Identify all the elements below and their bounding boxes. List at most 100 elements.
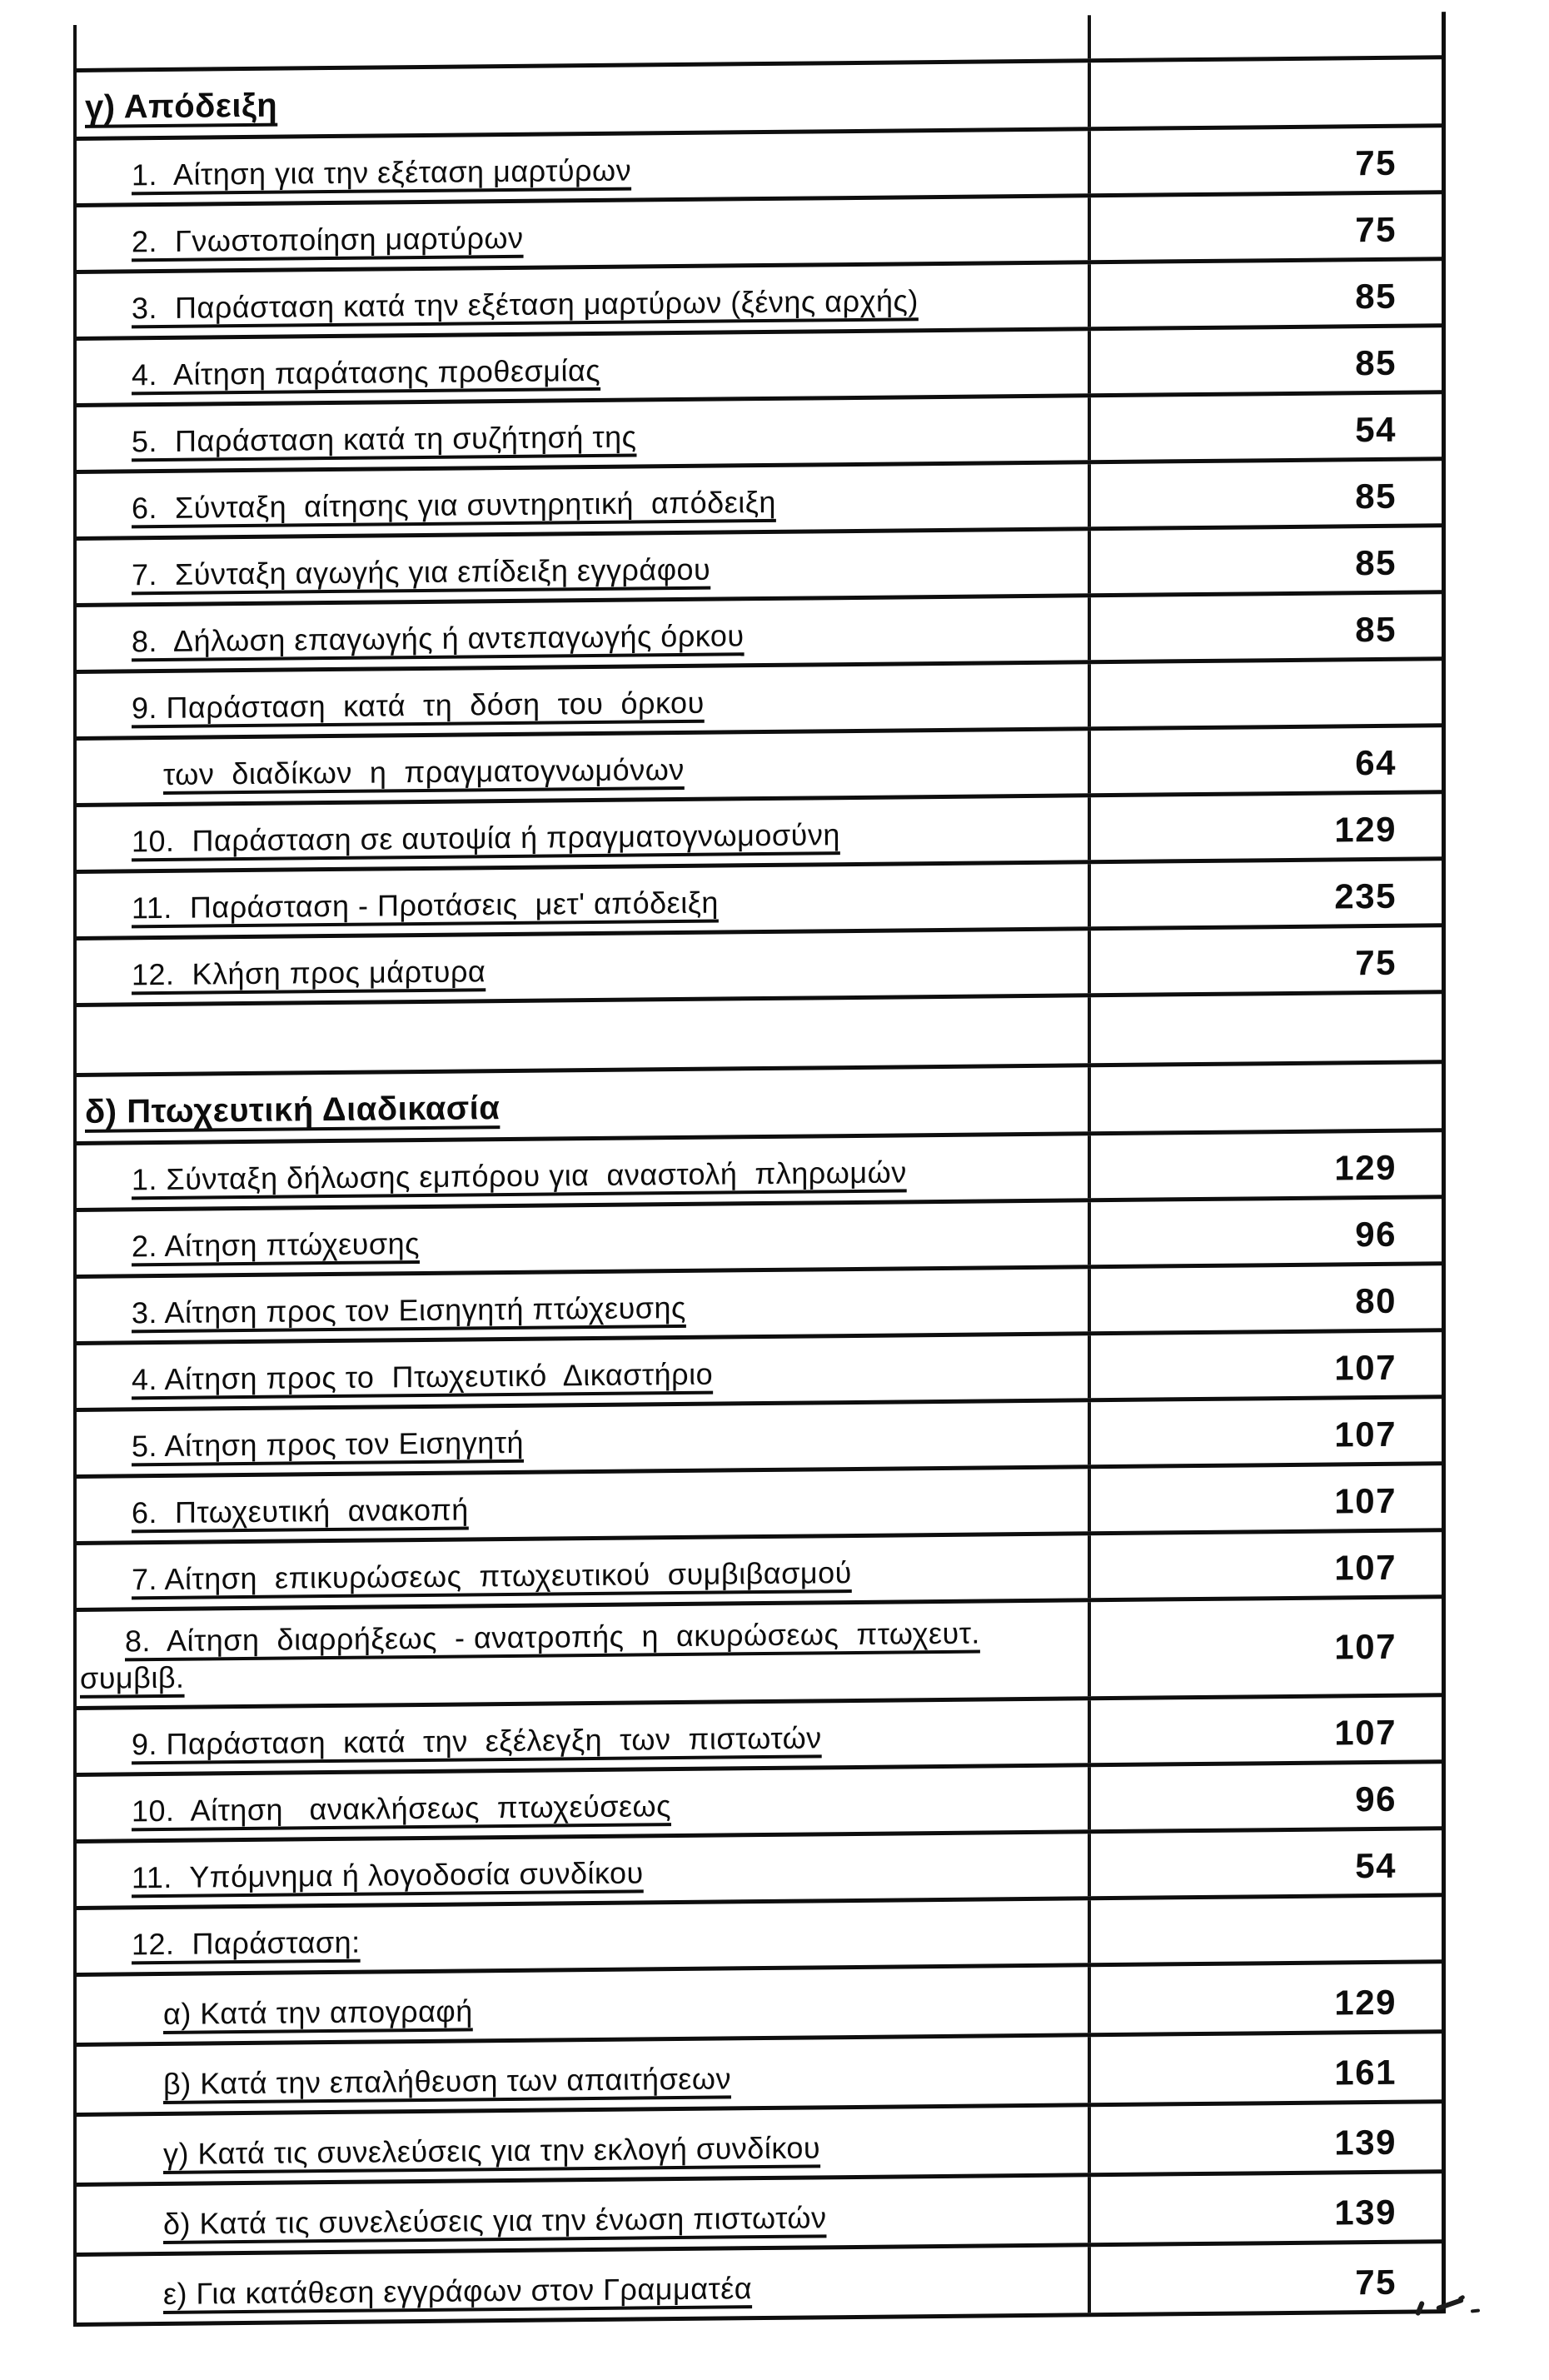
fee-amount: 96 xyxy=(1355,1214,1397,1255)
row-label: 1. Αίτηση για την εξέταση μαρτύρων xyxy=(132,152,632,192)
pen-stroke-icon xyxy=(1470,2308,1481,2313)
description-cell: δ) Κατά τις συνελεύσεις για την ένωση πι… xyxy=(77,2177,1091,2253)
row-label: 7. Σύνταξη αγωγής για επίδειξη εγγράφου xyxy=(132,551,711,592)
fee-amount: 107 xyxy=(1334,1547,1397,1588)
table-row-sub-31: γ) Κατά τις συνελεύσεις για την εκλογή σ… xyxy=(77,2103,1442,2187)
row-label: 12. Κλήση προς μάρτυρα xyxy=(132,954,486,992)
fee-amount: 85 xyxy=(1355,609,1397,650)
fee-amount xyxy=(1397,1949,1442,1960)
row-label: 1. Σύνταξη δήλωσης εμπόρου για αναστολή … xyxy=(132,1155,907,1197)
description-cell: 1. Σύνταξη δήλωσης εμπόρου για αναστολή … xyxy=(77,1135,1091,1208)
amount-cell: 107 xyxy=(1091,1332,1442,1398)
amount-cell: 75 xyxy=(1091,927,1442,993)
description-cell: 11. Υπόμνημα ή λογοδοσία συνδίκου xyxy=(77,1834,1091,1906)
row-label-line2: συμβιβ. xyxy=(80,1659,185,1696)
row-label: 4. Αίτηση παράτασης προθεσμίας xyxy=(132,353,601,392)
row-label: 4. Αίτηση προς το Πτωχευτικό Δικαστήριο xyxy=(132,1356,714,1397)
amount-cell: 85 xyxy=(1091,594,1442,660)
amount-cell: 107 xyxy=(1091,1465,1442,1531)
amount-cell: 129 xyxy=(1091,1963,1442,2033)
fee-amount: 107 xyxy=(1334,1480,1397,1521)
description-cell: α) Κατά την απογραφή xyxy=(77,1967,1091,2043)
amount-cell xyxy=(1091,1064,1442,1131)
amount-cell xyxy=(1091,59,1442,127)
description-cell: 11. Παράσταση - Προτάσεις μετ' απόδειξη xyxy=(77,864,1091,936)
fee-amount: 85 xyxy=(1355,276,1397,317)
description-cell: 3. Παράσταση κατά την εξέταση μαρτύρων (… xyxy=(77,264,1091,337)
row-label: 11. Παράσταση - Προτάσεις μετ' απόδειξη xyxy=(132,885,719,926)
amount-cell: 75 xyxy=(1091,127,1442,193)
amount-cell: 139 xyxy=(1091,2173,1442,2243)
fee-amount: 107 xyxy=(1334,1626,1397,1666)
row-label: 2. Αίτηση πτώχευσης xyxy=(132,1226,420,1264)
amount-cell: 80 xyxy=(1091,1265,1442,1331)
table-row-twoline-24: 8. Αίτηση διαρρήξεως - ανατροπής η ακυρώ… xyxy=(77,1599,1442,1710)
amount-cell: 107 xyxy=(1091,1399,1442,1464)
fee-amount: 64 xyxy=(1355,742,1397,783)
table-row-section-16: δ) Πτωχευτική Διαδικασία xyxy=(77,1064,1442,1145)
amount-cell: 54 xyxy=(1091,1830,1442,1896)
fee-amount xyxy=(1397,113,1442,124)
description-cell: γ) Κατά τις συνελεύσεις για την εκλογή σ… xyxy=(77,2107,1091,2183)
amount-cell: 235 xyxy=(1091,861,1442,926)
description-cell: δ) Πτωχευτική Διαδικασία xyxy=(77,1067,1091,1141)
description-cell: 6. Σύνταξη αίτησης για συντηρητική απόδε… xyxy=(77,464,1091,536)
row-label: των διαδίκων η πραγματογνωμόνων xyxy=(163,752,685,792)
row-label: γ) Απόδειξη xyxy=(85,87,278,126)
description-cell: 6. Πτωχευτική ανακοπή xyxy=(77,1469,1091,1541)
amount-cell: 129 xyxy=(1091,1132,1442,1198)
amount-cell: 139 xyxy=(1091,2103,1442,2173)
amount-cell xyxy=(1091,661,1442,726)
row-label: γ) Κατά τις συνελεύσεις για την εκλογή σ… xyxy=(163,2130,821,2172)
fee-amount: 75 xyxy=(1355,209,1397,250)
row-label: δ) Πτωχευτική Διαδικασία xyxy=(85,1090,501,1130)
row-label: 10. Αίτηση ανακλήσεως πτωχεύσεως xyxy=(132,1789,671,1829)
description-cell: 9. Παράσταση κατά τη δόση του όρκου xyxy=(77,664,1091,736)
fee-amount: 85 xyxy=(1355,342,1397,383)
amount-cell xyxy=(1091,994,1442,1063)
table-row-sub-33: ε) Για κατάθεση εγγράφων στον Γραμματέα … xyxy=(77,2243,1442,2327)
description-cell: 7. Αίτηση επικυρώσεως πτωχευτικού συμβιβ… xyxy=(77,1535,1091,1608)
amount-cell: 161 xyxy=(1091,2033,1442,2103)
description-cell: β) Κατά την επαλήθευση των απαιτήσεων xyxy=(77,2037,1091,2113)
row-label: α) Κατά την απογραφή xyxy=(163,1993,473,2032)
fee-amount: 85 xyxy=(1355,542,1397,583)
row-label: 10. Παράσταση σε αυτοψία ή πραγματογνωμο… xyxy=(132,817,840,859)
fee-amount: 75 xyxy=(1355,2262,1397,2303)
fee-amount: 54 xyxy=(1355,409,1397,450)
fee-amount xyxy=(1397,45,1442,56)
row-label: β) Κατά την επαλήθευση των απαιτήσεων xyxy=(163,2061,731,2102)
fee-amount: 139 xyxy=(1334,2122,1397,2163)
description-cell: των διαδίκων η πραγματογνωμόνων xyxy=(77,731,1091,803)
description-cell: 8. Αίτηση διαρρήξεως - ανατροπής η ακυρώ… xyxy=(77,1602,1091,1706)
amount-cell: 96 xyxy=(1091,1199,1442,1265)
row-label: 7. Αίτηση επικυρώσεως πτωχευτικού συμβιβ… xyxy=(132,1555,852,1597)
amount-cell xyxy=(1091,1897,1442,1963)
description-cell: 5. Παράσταση κατά τη συζήτησή της xyxy=(77,397,1091,470)
row-label: 5. Παράσταση κατά τη συζήτησή της xyxy=(132,419,637,459)
amount-cell: 75 xyxy=(1091,194,1442,260)
table-row-section-1: γ) Απόδειξη xyxy=(77,59,1442,141)
description-cell: 12. Παράσταση: xyxy=(77,1900,1091,1973)
description-cell: 3. Αίτηση προς τον Εισηγητή πτώχευσης xyxy=(77,1269,1091,1341)
fee-amount: 139 xyxy=(1334,2192,1397,2233)
description-cell: 10. Παράσταση σε αυτοψία ή πραγματογνωμο… xyxy=(77,797,1091,870)
description-cell: 2. Γνωστοποίηση μαρτύρων xyxy=(77,197,1091,270)
amount-cell: 85 xyxy=(1091,461,1442,526)
row-label: 11. Υπόμνημα ή λογοδοσία συνδίκου xyxy=(132,1855,644,1895)
fee-amount: 129 xyxy=(1334,1982,1397,2023)
row-label: 6. Πτωχευτική ανακοπή xyxy=(132,1492,469,1530)
description-cell: 4. Αίτηση παράτασης προθεσμίας xyxy=(77,331,1091,403)
description-cell: 8. Δήλωση επαγωγής ή αντεπαγωγής όρκου xyxy=(77,597,1091,670)
amount-cell: 75 xyxy=(1091,2243,1442,2313)
description-cell: 5. Αίτηση προς τον Εισηγητή xyxy=(77,1402,1091,1474)
fee-amount: 107 xyxy=(1334,1712,1397,1753)
row-label: 2. Γνωστοποίηση μαρτύρων xyxy=(132,221,524,259)
amount-cell: 96 xyxy=(1091,1764,1442,1829)
description-cell: 10. Αίτηση ανακλήσεως πτωχεύσεως xyxy=(77,1767,1091,1839)
table-row-empty-15 xyxy=(77,994,1442,1077)
fee-amount: 129 xyxy=(1334,809,1397,850)
fee-amount: 75 xyxy=(1355,942,1397,983)
row-label: 12. Παράσταση: xyxy=(132,1924,361,1962)
